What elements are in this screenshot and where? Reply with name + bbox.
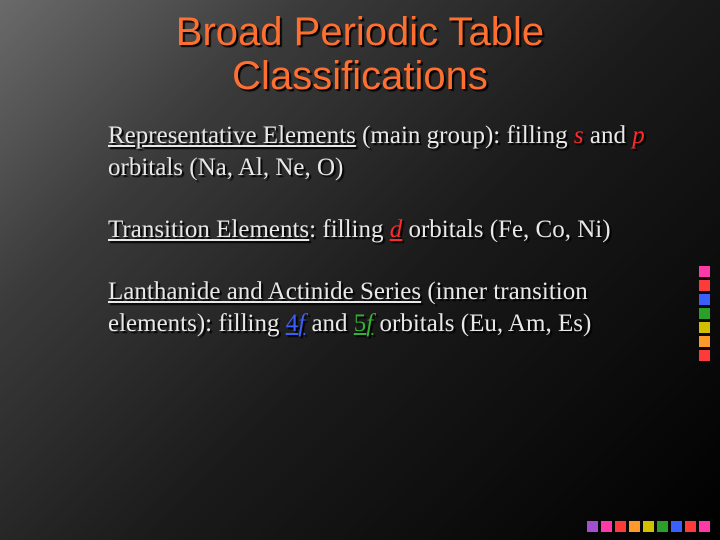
paragraph-lanthanide: Lanthanide and Actinide Series (inner tr… bbox=[108, 276, 654, 340]
orbital-d: d bbox=[390, 216, 403, 243]
decor-square bbox=[629, 521, 640, 532]
text: orbitals (Eu, Am, Es) bbox=[373, 310, 591, 337]
slide-body: Representative Elements (main group): fi… bbox=[0, 98, 720, 340]
text: : filling bbox=[309, 216, 390, 243]
slide-title: Broad Periodic Table Classifications bbox=[0, 0, 720, 98]
term-representative: Representative Elements bbox=[108, 122, 356, 149]
decor-square bbox=[671, 521, 682, 532]
paragraph-representative: Representative Elements (main group): fi… bbox=[108, 120, 654, 184]
paragraph-transition: Transition Elements: filling d orbitals … bbox=[108, 214, 654, 246]
text: and bbox=[305, 310, 354, 337]
decor-square bbox=[601, 521, 612, 532]
decor-squares-horizontal bbox=[587, 521, 710, 532]
decor-square bbox=[699, 280, 710, 291]
orbital-s: s bbox=[574, 122, 584, 149]
text: orbitals (Fe, Co, Ni) bbox=[402, 216, 610, 243]
decor-square bbox=[657, 521, 668, 532]
decor-square bbox=[699, 336, 710, 347]
text: orbitals (Na, Al, Ne, O) bbox=[108, 154, 343, 181]
decor-square bbox=[699, 266, 710, 277]
decor-square bbox=[699, 521, 710, 532]
title-line-2: Classifications bbox=[232, 54, 488, 98]
decor-square bbox=[699, 308, 710, 319]
title-line-1: Broad Periodic Table bbox=[176, 10, 544, 54]
term-lanthanide: Lanthanide and Actinide Series bbox=[108, 278, 421, 305]
orbital-p: p bbox=[632, 122, 645, 149]
term-transition: Transition Elements bbox=[108, 216, 309, 243]
decor-square bbox=[587, 521, 598, 532]
decor-square bbox=[699, 294, 710, 305]
decor-square bbox=[615, 521, 626, 532]
text: (main group): filling bbox=[356, 122, 574, 149]
decor-square bbox=[643, 521, 654, 532]
slide: Broad Periodic Table Classifications Rep… bbox=[0, 0, 720, 540]
text: and bbox=[584, 122, 633, 149]
decor-squares-vertical bbox=[699, 266, 710, 361]
decor-square bbox=[699, 322, 710, 333]
num-4: 4 bbox=[286, 310, 299, 337]
decor-square bbox=[699, 350, 710, 361]
decor-square bbox=[685, 521, 696, 532]
num-5: 5 bbox=[354, 310, 367, 337]
